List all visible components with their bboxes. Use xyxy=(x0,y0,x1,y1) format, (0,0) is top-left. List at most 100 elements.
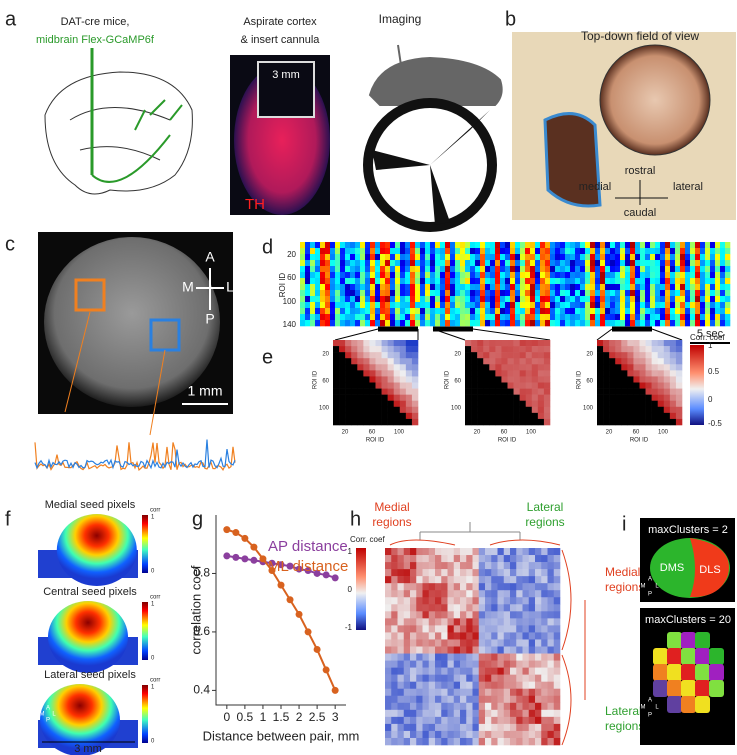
matrix-cell xyxy=(538,401,544,407)
matrix-cell xyxy=(391,682,398,689)
heat-cell xyxy=(525,308,530,314)
heat-cell xyxy=(590,242,595,248)
panel-label: g xyxy=(192,508,203,530)
heat-cell xyxy=(585,296,590,302)
matrix-cell xyxy=(615,383,621,389)
heat-cell xyxy=(570,302,575,308)
matrix-cell xyxy=(333,370,339,376)
matrix-cell xyxy=(466,647,473,654)
heat-cell xyxy=(320,254,325,260)
matrix-cell xyxy=(664,358,670,364)
matrix-cell xyxy=(477,346,483,352)
matrix-cell xyxy=(615,389,621,395)
heat-cell xyxy=(420,296,425,302)
matrix-cell xyxy=(633,358,639,364)
matrix-cell xyxy=(504,675,511,682)
compass: M xyxy=(641,705,646,711)
heat-cell xyxy=(675,308,680,314)
heat-cell xyxy=(690,290,695,296)
matrix-cell xyxy=(391,618,398,625)
heat-cell xyxy=(315,254,320,260)
heat-cell xyxy=(545,260,550,266)
matrix-cell xyxy=(385,618,392,625)
matrix-cell xyxy=(400,383,406,389)
matrix-cell xyxy=(460,647,467,654)
x-tick-label: 0.5 xyxy=(237,710,254,724)
heat-cell xyxy=(350,266,355,272)
matrix-cell xyxy=(398,625,405,632)
matrix-cell xyxy=(646,352,652,358)
matrix-cell xyxy=(357,383,363,389)
matrix-cell xyxy=(441,661,448,668)
matrix-cell xyxy=(406,376,412,382)
matrix-cell xyxy=(351,364,357,370)
tick-label: 0.5 xyxy=(708,367,720,376)
heat-cell xyxy=(680,302,685,308)
heat-cell xyxy=(595,308,600,314)
matrix-cell xyxy=(535,569,542,576)
matrix-cell xyxy=(541,717,548,724)
heat-cell xyxy=(575,314,580,320)
heat-cell xyxy=(575,242,580,248)
heat-cell xyxy=(535,284,540,290)
matrix-cell xyxy=(510,682,517,689)
heat-cell xyxy=(625,308,630,314)
heat-cell xyxy=(425,302,430,308)
matrix-cell xyxy=(529,625,536,632)
heat-cell xyxy=(660,242,665,248)
matrix-cell xyxy=(351,413,357,419)
matrix-cell xyxy=(532,376,538,382)
matrix-cell xyxy=(498,703,505,710)
matrix-cell xyxy=(471,376,477,382)
heat-cell xyxy=(575,320,580,326)
matrix-cell xyxy=(394,370,400,376)
heat-cell xyxy=(350,314,355,320)
matrix-cell xyxy=(658,346,664,352)
matrix-cell xyxy=(477,370,483,376)
matrix-cell xyxy=(489,401,495,407)
tick-label: -0.5 xyxy=(708,419,722,428)
matrix-cell xyxy=(345,407,351,413)
heat-cell xyxy=(380,254,385,260)
matrix-cell xyxy=(435,639,442,646)
matrix-cell xyxy=(382,376,388,382)
heat-cell xyxy=(705,296,710,302)
matrix-cell xyxy=(410,717,417,724)
matrix-cell xyxy=(382,389,388,395)
heat-cell xyxy=(690,302,695,308)
matrix-cell xyxy=(376,389,382,395)
heat-cell xyxy=(530,260,535,266)
matrix-cell xyxy=(523,583,530,590)
heat-cell xyxy=(580,284,585,290)
matrix-cell xyxy=(435,731,442,738)
matrix-cell xyxy=(554,597,561,604)
matrix-cell xyxy=(615,358,621,364)
heat-cell xyxy=(395,296,400,302)
matrix-cell xyxy=(633,346,639,352)
heat-cell xyxy=(725,320,730,326)
heat-cell xyxy=(635,320,640,326)
matrix-cell xyxy=(339,407,345,413)
heat-cell xyxy=(475,290,480,296)
matrix-cell xyxy=(429,618,436,625)
heat-cell xyxy=(620,260,625,266)
matrix-cell xyxy=(441,639,448,646)
heat-cell xyxy=(530,266,535,272)
heat-cell xyxy=(335,320,340,326)
heat-cell xyxy=(625,254,630,260)
matrix-cell xyxy=(658,358,664,364)
heat-cell xyxy=(510,308,515,314)
matrix-cell xyxy=(406,401,412,407)
matrix-cell xyxy=(441,731,448,738)
matrix-cell xyxy=(441,647,448,654)
matrix-cell xyxy=(363,370,369,376)
matrix-cell xyxy=(435,590,442,597)
heat-cell xyxy=(445,290,450,296)
matrix-cell xyxy=(541,675,548,682)
heat-cell xyxy=(710,302,715,308)
matrix-cell xyxy=(473,717,480,724)
heat-cell xyxy=(570,284,575,290)
heat-cell xyxy=(315,278,320,284)
matrix-cell xyxy=(609,364,615,370)
matrix-cell xyxy=(483,370,489,376)
